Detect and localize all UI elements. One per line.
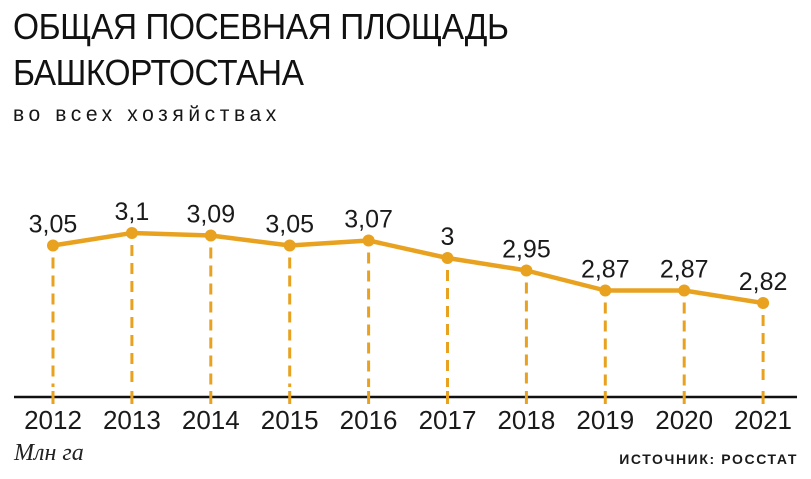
data-point-value-label: 2,87 <box>581 256 630 284</box>
y-axis-unit-label: Млн га <box>14 440 84 466</box>
data-point-marker <box>757 297 770 309</box>
data-point-marker <box>47 239 59 252</box>
series-line <box>50 230 766 306</box>
data-point-value-label: 3 <box>441 223 455 251</box>
data-point-value-label: 3,09 <box>186 201 235 229</box>
source-label: ИСТОЧНИК: РОССТАТ <box>619 451 798 467</box>
data-point-marker <box>520 264 533 277</box>
data-point-value-label: 2,87 <box>660 256 709 284</box>
data-point-value-label: 3,05 <box>29 211 78 239</box>
data-point-value-label: 2,82 <box>739 268 788 296</box>
data-point-marker <box>204 229 217 242</box>
chart-title-line2: БАШКОРТОСТАНА <box>13 52 304 93</box>
data-point-value-label: 2,95 <box>502 236 551 264</box>
data-point-value-label: 3,07 <box>344 206 393 234</box>
x-axis-tick-label: 2018 <box>497 405 555 435</box>
x-axis-tick-label: 2019 <box>576 405 634 435</box>
x-axis-tick-label: 2013 <box>103 405 161 435</box>
x-axis-tick-label: 2016 <box>340 405 398 435</box>
data-point-marker <box>125 227 138 239</box>
x-axis-tick-label: 2012 <box>24 405 82 435</box>
chart-title-line1: ОБЩАЯ ПОСЕВНАЯ ПЛОЩАДЬ <box>13 6 509 47</box>
data-point-marker <box>678 284 691 297</box>
data-point-marker <box>441 252 454 264</box>
x-axis-tick-label: 2020 <box>655 405 713 435</box>
data-point-marker <box>599 284 612 297</box>
x-axis-tick-label: 2014 <box>182 405 240 435</box>
chart-title: ОБЩАЯ ПОСЕВНАЯ ПЛОЩАДЬ БАШКОРТОСТАНА <box>13 4 509 96</box>
x-axis-tick-label: 2015 <box>261 405 319 435</box>
data-point-value-label: 3,1 <box>115 198 150 226</box>
data-point-marker <box>283 239 296 252</box>
data-point-value-label: 3,05 <box>265 211 314 239</box>
x-axis-tick-label: 2021 <box>734 405 792 435</box>
data-point-marker <box>362 234 375 247</box>
x-axis-tick-label: 2017 <box>419 405 477 435</box>
chart-subtitle: во всех хозяйствах <box>13 103 281 126</box>
chart-header: ОБЩАЯ ПОСЕВНАЯ ПЛОЩАДЬ БАШКОРТОСТАНА во … <box>13 4 546 127</box>
